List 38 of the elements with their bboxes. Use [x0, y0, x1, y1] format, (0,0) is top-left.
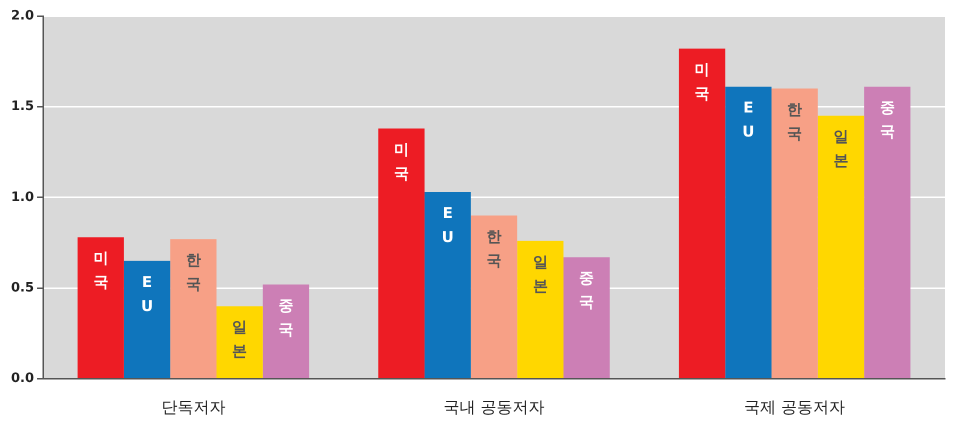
bar	[262, 284, 310, 378]
x-tick-label: 단독저자	[161, 398, 226, 417]
bar	[563, 257, 610, 378]
bar	[517, 240, 564, 378]
bar	[725, 86, 772, 378]
text: 한국	[186, 251, 201, 294]
x-tick-label: 국제 공동저자	[744, 398, 846, 417]
text: 중국	[579, 269, 594, 312]
bar	[378, 128, 425, 378]
text: 미국	[394, 140, 409, 182]
bar	[818, 116, 864, 378]
bar	[772, 88, 818, 378]
bar	[424, 192, 471, 378]
y-tick-label: 0.5	[11, 280, 34, 296]
bar	[216, 306, 263, 378]
y-tick-label: 0.0	[11, 371, 34, 386]
series-label: 일본	[232, 318, 248, 360]
text: 일본	[833, 128, 848, 170]
y-tick-label: 2.0	[11, 8, 34, 24]
y-tick-label: 1.5	[11, 99, 34, 114]
bar	[864, 86, 910, 378]
series-label: EU	[140, 272, 154, 315]
y-tick-label: 1.0	[11, 190, 34, 205]
text: 일본	[532, 252, 548, 295]
series-label: 중국	[880, 98, 895, 141]
text: 한국	[486, 227, 502, 270]
text: 중국	[278, 296, 294, 338]
text: EU	[442, 204, 454, 246]
x-tick-label: 국내 공동저자	[443, 398, 545, 417]
bar	[78, 237, 124, 378]
text: EU	[742, 98, 754, 141]
text: 미국	[694, 60, 710, 103]
series-label: 미국	[93, 249, 108, 292]
bar	[124, 260, 170, 378]
series-label: 한국	[787, 100, 802, 142]
bar	[170, 239, 217, 378]
bar	[470, 216, 518, 378]
bar	[678, 48, 726, 378]
